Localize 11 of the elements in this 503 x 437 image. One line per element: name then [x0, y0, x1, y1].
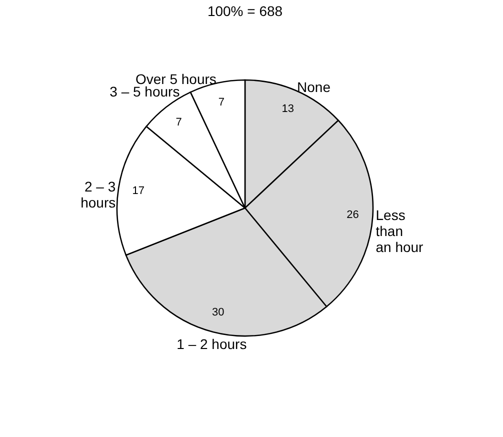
data-label: 30: [212, 306, 224, 319]
data-label: 17: [132, 185, 144, 198]
data-label: 26: [346, 208, 359, 221]
data-label: 13: [282, 102, 294, 115]
slice-label: 1 – 2 hours: [176, 336, 247, 352]
slice-label: 2 – 3 hours: [80, 178, 116, 211]
slice-label: None: [297, 78, 331, 95]
slice-label: Less than an hour: [376, 207, 424, 256]
data-label: 7: [218, 96, 225, 109]
data-label: 7: [176, 116, 182, 129]
chart-title: 100% = 688: [207, 3, 283, 19]
